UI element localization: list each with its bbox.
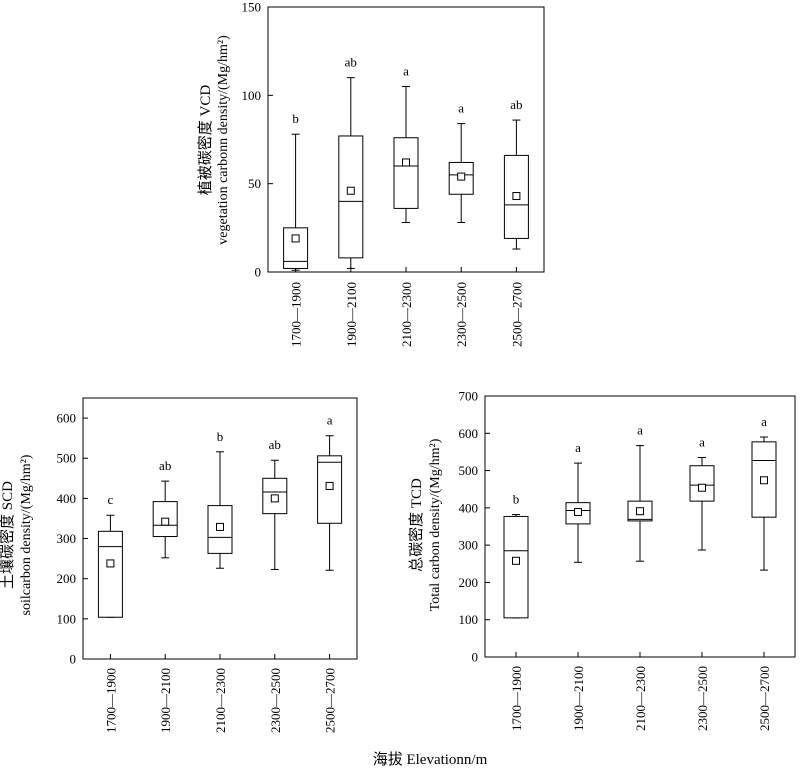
vcd-xtick-label: 2100—2300 xyxy=(399,282,414,347)
scd-ytick-label: 500 xyxy=(57,451,77,466)
tcd-ytick-label: 0 xyxy=(472,650,479,665)
scd-ylabel-en: soilcarbon density/(Mg/hm²) xyxy=(19,454,34,615)
significance-letter: c xyxy=(108,492,114,507)
chart-vcd: 植被碳密度 VCD vegetation carbonn density/(Mg… xyxy=(197,0,545,347)
mean-marker xyxy=(402,158,410,167)
vcd-box-1: b xyxy=(283,111,309,271)
vcd-ytick-label: 0 xyxy=(255,265,262,280)
mean-marker xyxy=(106,559,115,568)
significance-letter: ab xyxy=(345,55,357,70)
tcd-xtick-label: 2500—2700 xyxy=(757,666,772,731)
tcd-box-4: a xyxy=(689,435,715,551)
tcd-ylabel-en: Total carbon density/(Mg/hm²) xyxy=(428,438,443,611)
tcd-box-5: a xyxy=(751,414,777,571)
tcd-ytick-label: 700 xyxy=(459,389,479,404)
scd-xtick-label: 2300—2500 xyxy=(268,668,283,733)
scd-ytick-label: 200 xyxy=(57,571,77,586)
mean-marker xyxy=(325,481,334,490)
significance-letter: a xyxy=(761,414,767,429)
significance-letter: b xyxy=(513,492,520,507)
tcd-ytick-label: 300 xyxy=(459,538,479,553)
scd-box-5: a xyxy=(317,413,343,571)
iqr-box xyxy=(262,477,288,515)
significance-letter: ab xyxy=(269,437,281,452)
significance-letter: ab xyxy=(510,97,522,112)
mean-marker xyxy=(760,476,768,485)
mean-marker xyxy=(698,483,706,492)
significance-letter: a xyxy=(637,423,643,438)
vcd-box-3: a xyxy=(393,64,419,224)
iqr-box xyxy=(283,227,309,269)
mean-marker xyxy=(216,522,224,531)
scd-xtick-label: 2100—2300 xyxy=(213,668,228,733)
significance-letter: a xyxy=(575,440,581,455)
iqr-box xyxy=(393,137,419,209)
significance-letter: b xyxy=(292,111,299,126)
vcd-box-4: a xyxy=(448,101,474,224)
scd-ytick-label: 0 xyxy=(70,652,77,667)
significance-letter: a xyxy=(327,413,333,428)
chart-scd: 土壤碳密度 SCD soilcarbon density/(Mg/hm²) 0 1… xyxy=(0,397,358,733)
tcd-box-1: b xyxy=(503,492,529,619)
scd-xtick-label: 2500—2700 xyxy=(323,668,338,733)
scd-ytick-label: 600 xyxy=(57,411,77,426)
vcd-ylabel-en: vegetation carbonn density/(Mg/hm²) xyxy=(216,35,231,245)
scd-ylabel-cn: 土壤碳密度 SCD xyxy=(0,481,16,589)
mean-marker xyxy=(512,556,520,565)
mean-marker xyxy=(270,494,279,503)
tcd-box-2: a xyxy=(565,440,591,563)
tcd-ytick-label: 100 xyxy=(459,612,479,627)
scd-ytick-label: 100 xyxy=(57,611,77,626)
tcd-xtick-label: 1900—2100 xyxy=(571,666,586,731)
vcd-ytick-label: 50 xyxy=(248,176,261,191)
tcd-ytick-label: 200 xyxy=(459,575,479,590)
vcd-xtick-label: 1900—2100 xyxy=(344,282,359,347)
mean-marker xyxy=(457,172,466,181)
vcd-xtick-label: 2500—2700 xyxy=(509,282,524,347)
vcd-xtick-label: 1700—1900 xyxy=(289,282,304,347)
vcd-box-5: ab xyxy=(503,97,529,250)
tcd-xtick-label: 1700—1900 xyxy=(509,666,524,731)
tcd-ytick-label: 500 xyxy=(459,463,479,478)
significance-letter: a xyxy=(458,101,464,116)
mean-marker xyxy=(512,192,521,201)
iqr-box xyxy=(338,135,364,259)
mean-marker xyxy=(346,186,355,195)
scd-ytick-label: 400 xyxy=(57,491,77,506)
significance-letter: ab xyxy=(159,458,171,473)
scd-xtick-label: 1700—1900 xyxy=(103,668,118,733)
iqr-box xyxy=(97,530,123,618)
iqr-box xyxy=(503,515,529,619)
vcd-ylabel-cn: 植被碳密度 VCD xyxy=(197,85,214,196)
tcd-ytick-label: 400 xyxy=(459,500,479,515)
significance-letter: a xyxy=(699,435,705,450)
scd-box-4: ab xyxy=(262,437,288,570)
chart-tcd: 总碳密度 TCD Total carbon density/(Mg/hm²) 0… xyxy=(408,389,796,731)
scd-ytick-label: 300 xyxy=(57,531,77,546)
mean-marker xyxy=(574,507,582,516)
tcd-xtick-label: 2100—2300 xyxy=(633,666,648,731)
scd-box-3: b xyxy=(207,429,233,569)
vcd-ytick-label: 150 xyxy=(242,0,262,15)
scd-box-1: c xyxy=(97,492,123,618)
tcd-xtick-label: 2300—2500 xyxy=(695,666,710,731)
mean-marker xyxy=(636,507,644,516)
tcd-ylabel-cn: 总碳密度 TCD xyxy=(408,478,425,572)
significance-letter: a xyxy=(403,64,409,79)
vcd-box-2: ab xyxy=(338,55,364,269)
iqr-box xyxy=(689,465,715,502)
tcd-box-3: a xyxy=(627,423,653,562)
significance-letter: b xyxy=(217,429,224,444)
figure-xlabel: 海拔 Elevationn/m xyxy=(373,751,488,768)
scd-xtick-label: 1900—2100 xyxy=(158,668,173,733)
mean-marker xyxy=(161,517,170,526)
vcd-ytick-label: 100 xyxy=(242,88,262,103)
mean-marker xyxy=(291,234,300,243)
scd-box-2: ab xyxy=(152,458,178,559)
vcd-xtick-label: 2300—2500 xyxy=(454,282,469,347)
tcd-ytick-label: 600 xyxy=(459,426,479,441)
